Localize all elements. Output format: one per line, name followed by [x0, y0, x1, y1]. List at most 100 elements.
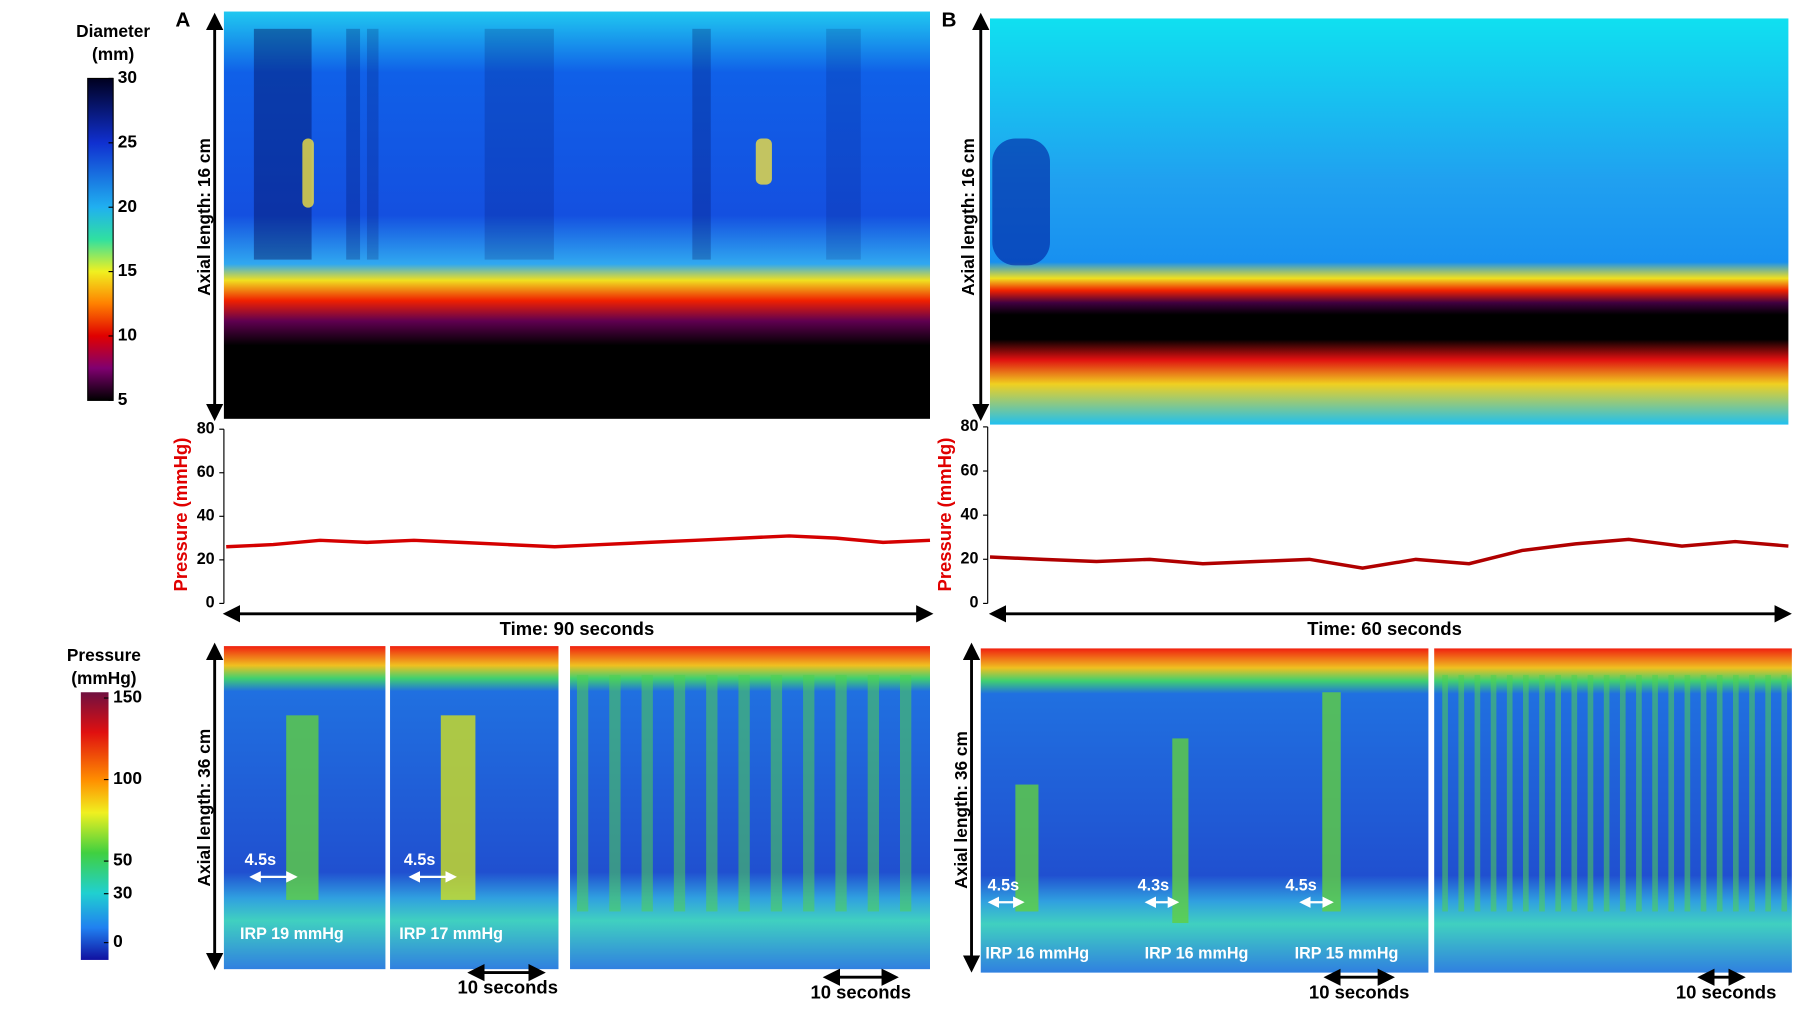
texture: [1733, 674, 1739, 912]
texture: [1490, 674, 1497, 912]
colorbar-title: Pressure: [67, 645, 141, 665]
tick-label: 15: [118, 260, 138, 280]
texture: [1172, 738, 1189, 924]
texture: [1636, 674, 1642, 912]
texture: [609, 674, 621, 912]
texture: [1684, 674, 1691, 912]
y-tick-label: 0: [206, 594, 215, 612]
irp-label: IRP 15 mmHg: [1295, 944, 1399, 962]
duration-label: 4.5s: [245, 851, 276, 869]
texture: [992, 138, 1050, 266]
tick-label: 150: [113, 687, 142, 707]
colorbar-title: (mmHg): [71, 668, 136, 688]
texture: [641, 674, 653, 912]
texture: [1539, 674, 1545, 912]
y-tick-label: 0: [969, 594, 978, 612]
irp-label: IRP 19 mmHg: [240, 925, 344, 943]
texture: [1781, 674, 1788, 912]
colorbar-title: (mm): [92, 44, 134, 64]
pressure-colorbar: [80, 692, 109, 960]
y-tick-label: 80: [960, 417, 978, 435]
texture: [1442, 674, 1448, 912]
axis-label: Axial length: 16 cm: [958, 138, 978, 296]
texture: [1749, 674, 1755, 912]
texture: [253, 28, 312, 260]
axis-label: Axial length: 36 cm: [194, 729, 214, 887]
texture: [346, 28, 361, 260]
texture: [770, 674, 783, 912]
texture: [302, 138, 314, 208]
diameter-heatmap: [223, 11, 930, 419]
y-tick-label: 60: [960, 461, 978, 479]
tick-label: 5: [118, 389, 128, 409]
panel-label: B: [942, 8, 957, 31]
y-tick-label: 80: [197, 419, 215, 437]
texture: [826, 28, 861, 260]
tick-label: 0: [113, 931, 123, 951]
texture: [286, 715, 319, 900]
time-label: Time: 90 seconds: [500, 618, 655, 639]
heatmap-texture: [992, 138, 1050, 266]
duration-label: 4.5s: [1285, 876, 1316, 894]
duration-label: 4.3s: [1138, 876, 1169, 894]
y-tick-label: 40: [960, 505, 978, 523]
scale-label: 10 seconds: [1309, 981, 1410, 1002]
scale-label: 10 seconds: [457, 977, 558, 998]
diameter-colorbar: [87, 77, 114, 401]
texture: [484, 28, 554, 260]
irp-label: IRP 17 mmHg: [399, 925, 503, 943]
texture: [440, 715, 476, 900]
panel-label: A: [175, 8, 190, 31]
texture: [366, 28, 379, 260]
texture: [803, 674, 815, 912]
tick-label: 30: [113, 882, 132, 902]
irp-label: IRP 16 mmHg: [985, 944, 1089, 962]
texture: [1555, 674, 1561, 912]
texture: [1603, 674, 1610, 912]
texture: [1668, 674, 1675, 912]
diameter-heatmap: [989, 18, 1789, 425]
y-tick-label: 40: [197, 507, 215, 525]
texture: [1322, 692, 1341, 912]
texture: [1700, 674, 1707, 912]
hrm-texture: [1015, 674, 1788, 924]
axis-label: Axial length: 16 cm: [194, 138, 214, 296]
texture: [1571, 674, 1578, 912]
y-tick-label: 20: [960, 550, 978, 568]
scale-label: 10 seconds: [811, 981, 912, 1002]
texture: [1652, 674, 1658, 912]
axis-label: Axial length: 36 cm: [951, 731, 971, 889]
texture: [1619, 674, 1626, 912]
texture: [835, 674, 847, 912]
pressure-line: [226, 534, 931, 549]
y-axis-label: Pressure (mmHg): [170, 438, 191, 592]
texture: [1765, 674, 1771, 912]
texture: [1716, 674, 1723, 912]
irp-label: IRP 16 mmHg: [1145, 944, 1249, 962]
time-label: Time: 60 seconds: [1307, 618, 1462, 639]
tick-label: 50: [113, 850, 132, 870]
texture: [1587, 674, 1594, 912]
tick-label: 100: [113, 768, 142, 788]
duration-label: 4.5s: [404, 851, 435, 869]
texture: [576, 674, 589, 912]
texture: [673, 674, 686, 912]
texture: [1474, 674, 1481, 912]
texture: [1458, 674, 1465, 912]
tick-label: 10: [118, 325, 137, 345]
scale-label: 10 seconds: [1676, 981, 1777, 1002]
texture: [738, 674, 750, 912]
pressure-line: [989, 537, 1789, 570]
y-tick-label: 20: [197, 550, 215, 568]
duration-label: 4.5s: [988, 876, 1019, 894]
heatmap-texture: [253, 28, 861, 260]
texture: [1523, 674, 1529, 912]
texture: [692, 28, 711, 260]
tick-label: 20: [118, 196, 137, 216]
texture: [1015, 784, 1039, 912]
tick-label: 25: [118, 131, 138, 151]
y-tick-label: 60: [197, 463, 215, 481]
texture: [755, 138, 772, 185]
texture: [867, 674, 880, 912]
